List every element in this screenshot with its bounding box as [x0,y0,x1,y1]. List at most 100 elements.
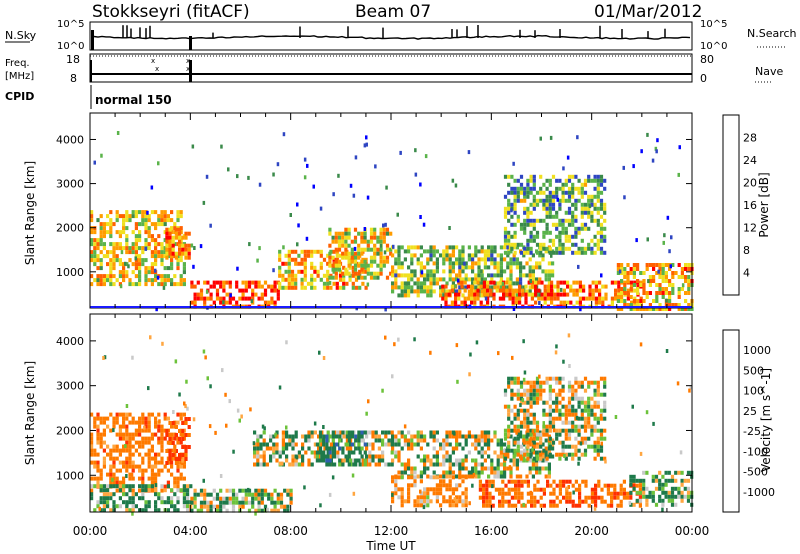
heatmap-cell [219,500,223,505]
heatmap-cell [423,470,427,475]
heatmap-cell [125,464,129,469]
heatmap-cell [400,495,404,500]
heatmap-cell [639,280,643,285]
heatmap-cell [297,253,301,258]
heatmap-cell [667,478,671,483]
heatmap-cell [523,420,527,425]
heatmap-cell [131,460,135,465]
heatmap-cell [131,504,135,509]
heatmap-cell [588,292,592,297]
heatmap-cell [516,190,520,195]
heatmap-cell [633,288,637,293]
heatmap-cell [668,283,672,287]
heatmap-cell [564,436,568,441]
heatmap-cell [276,292,280,297]
heatmap-cell [480,273,484,278]
heatmap-cell [585,296,589,301]
heatmap-cell [503,474,507,479]
heatmap-cell [341,450,345,455]
heatmap-cell [604,292,608,297]
heatmap-cell [596,246,600,251]
heatmap-cell [144,424,148,429]
heatmap-cell [244,497,247,502]
heatmap-cell [300,269,304,274]
heatmap-cell [322,458,326,463]
heatmap-cell [548,396,552,401]
heatmap-cell [331,450,335,455]
heatmap-cell [163,222,167,227]
heatmap-cell [461,277,465,282]
heatmap-cell [187,251,191,256]
heatmap-cell [419,265,423,270]
heatmap-cell [451,261,455,266]
heatmap-cell [215,492,220,497]
heatmap-cell [377,438,381,443]
heatmap-cell [567,234,572,239]
heatmap-cell [413,479,417,484]
heatmap-cell [166,416,170,421]
heatmap-cell [281,461,284,466]
heatmap-cell [262,438,266,443]
heatmap-cell [645,307,649,311]
heatmap-cell [125,460,129,465]
heatmap-cell [144,274,148,279]
heatmap-cell [176,214,180,219]
heatmap-cell [508,280,512,285]
heatmap-cell [526,186,530,191]
heatmap-cell [102,226,106,231]
heatmap-cell [332,281,336,286]
heatmap-cell [118,270,122,275]
heatmap-cell [477,249,481,254]
heatmap-cell [519,198,524,203]
heatmap-cell [118,488,122,493]
heatmap-cell [686,490,691,495]
colorbar-tick-label: -100 [743,445,768,458]
heatmap-cell [279,496,284,501]
heatmap-cell [181,429,185,433]
heatmap-cell [106,278,110,283]
heatmap-cell [391,269,395,274]
heatmap-cell [684,263,688,267]
heatmap-cell [165,239,169,244]
heatmap-cell [598,280,602,285]
heatmap-cell [616,263,620,267]
heatmap-cell [141,412,145,417]
heatmap-cell [257,488,261,493]
heatmap-cell [578,503,582,508]
heatmap-cell [522,285,526,290]
heatmap-cell [96,258,100,263]
heatmap-cell [551,222,556,227]
heatmap-cell [525,289,529,294]
heatmap-cell [507,190,511,195]
heatmap-cell [463,261,466,266]
heatmap-layer [90,131,694,516]
heatmap-cell [616,307,620,311]
heatmap-cell [542,218,546,223]
heatmap-cell [96,424,100,429]
heatmap-cell [385,275,390,280]
heatmap-cell [106,472,110,477]
heatmap-cell [109,262,113,267]
heatmap-cell [555,246,559,251]
heatmap-cell [480,434,484,439]
heatmap-cell [331,235,335,240]
heatmap-cell [664,263,668,267]
y-tick-label: 4000 [56,133,84,146]
heatmap-cell [374,462,378,467]
heatmap-cell [661,507,664,512]
heatmap-cell [316,249,320,254]
heatmap-cell [160,278,164,283]
heatmap-cell [526,412,530,417]
heatmap-cell [623,267,627,271]
heatmap-cell [583,226,588,231]
heatmap-cell [516,440,520,445]
heatmap-cell [350,259,354,264]
heatmap-cell [247,296,252,301]
heatmap-cell [347,271,351,276]
heatmap-cell [571,218,575,223]
heatmap-cell [115,254,119,259]
heatmap-cell [166,218,170,223]
heatmap-cell [578,483,582,488]
heatmap-cell [393,342,396,347]
heatmap-cell [603,238,607,243]
